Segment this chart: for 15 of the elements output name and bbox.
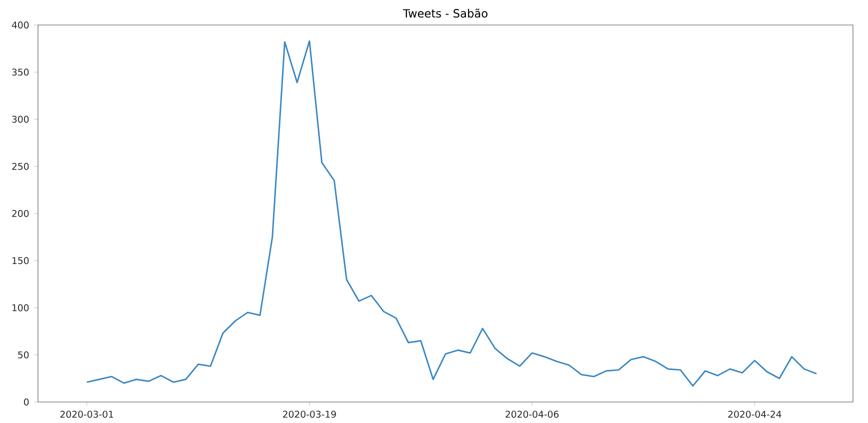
y-tick-label: 100 [12, 304, 29, 312]
chart-title: Tweets - Sabão [402, 8, 488, 18]
y-tick-label: 50 [18, 351, 29, 358]
y-tick-label: 300 [12, 116, 29, 123]
x-tick-label: 2020-04-06 [506, 410, 559, 418]
y-tick-label: 250 [12, 162, 29, 170]
y-tick-label: 400 [12, 21, 29, 29]
y-tick-label: 0 [24, 398, 29, 406]
line-series [86, 40, 818, 387]
x-tick-label: 2020-03-19 [283, 410, 336, 418]
x-tick-label: 2020-04-24 [728, 410, 782, 418]
y-tick-label: 150 [12, 257, 29, 264]
x-tick-label: 2020-03-01 [60, 410, 114, 418]
y-tick-label: 350 [12, 68, 29, 76]
y-tick-label: 200 [12, 210, 29, 218]
